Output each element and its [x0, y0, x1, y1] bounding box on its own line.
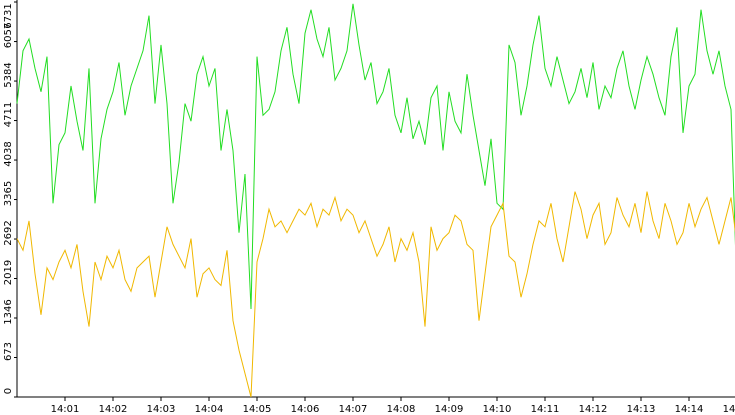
y-tick-label: 5384 [3, 62, 14, 87]
y-tick-label: 2019 [3, 260, 14, 285]
x-tick-label: 14:12 [579, 404, 608, 415]
y-tick-label: 2692 [3, 220, 14, 245]
x-tick-label: 14:11 [531, 404, 560, 415]
series-line [16, 3, 735, 310]
y-tick-label: 4711 [3, 102, 14, 127]
y-tick-label: 3365 [3, 181, 14, 206]
x-tick-label: 14:15 [723, 404, 735, 415]
x-tick-label: 14:14 [675, 404, 704, 415]
x-tick-label: 14:04 [195, 404, 224, 415]
x-tick-label: 14:08 [387, 404, 416, 415]
x-tick-label: 14:06 [291, 404, 320, 415]
x-tick-label: 14:09 [435, 404, 464, 415]
y-tick-label: 6731 [3, 3, 14, 28]
x-tick-label: 14:07 [339, 404, 368, 415]
y-tick-label: 673 [3, 342, 14, 361]
x-tick-label: 14:01 [51, 404, 80, 415]
x-tick-label: 14:10 [483, 404, 512, 415]
x-tick-label: 14:03 [147, 404, 176, 415]
y-tick-label: 4038 [3, 141, 14, 166]
y-tick-label: 0 [3, 388, 14, 394]
x-tick-label: 14:13 [627, 404, 656, 415]
x-tick-label: 14:05 [243, 404, 272, 415]
y-tick-label: 1346 [3, 299, 14, 324]
x-tick-label: 14:02 [99, 404, 128, 415]
series-line [16, 191, 735, 398]
y-tick-label: 6057 [3, 23, 14, 48]
